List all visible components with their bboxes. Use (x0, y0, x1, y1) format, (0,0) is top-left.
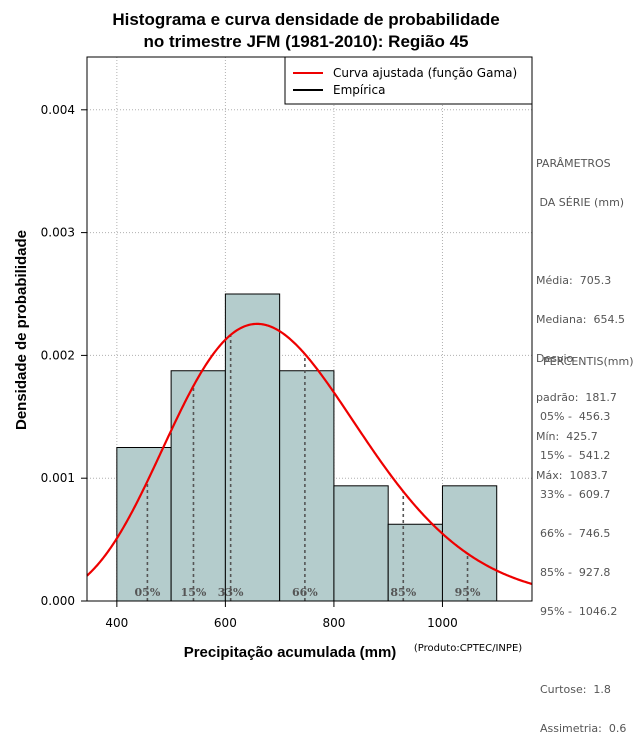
histogram-bar-5 (333, 485, 389, 602)
x-axis-title: Precipitação acumulada (mm) (184, 644, 397, 660)
chart-title-line-2: no trimestre JFM (1981-2010): Região 45 (143, 32, 468, 51)
stat-kurtosis: Curtose: 1.8 (540, 683, 611, 696)
x-tick-label: 400 (105, 616, 128, 630)
histogram-bar-2 (170, 370, 226, 602)
x-tick-label: 1000 (427, 616, 458, 630)
y-tick-label: 0.001 (41, 471, 75, 485)
x-tick-label: 800 (322, 616, 345, 630)
legend-box (284, 56, 533, 105)
percentile-label-33: 33% (218, 586, 244, 599)
stat-mean: Média: 705.3 (536, 274, 612, 287)
percentiles-heading: PERCENTIS(mm) (543, 355, 634, 368)
x-axis-ticks: 400 600 800 1000 (105, 601, 458, 630)
y-tick-label: 0.000 (41, 594, 75, 608)
percentile-33: 33% - 609.7 (540, 488, 611, 501)
histogram-bar-3 (224, 293, 281, 602)
product-credit: (Produto:CPTEC/INPE) (414, 643, 522, 654)
percentile-05: 05% - 456.3 (540, 410, 611, 423)
stat-skewness: Assimetria: 0.6 (540, 722, 627, 735)
percentiles-panel: 05% - 456.3 15% - 541.2 33% - 609.7 66% … (540, 384, 626, 748)
fitted-gamma-curve (86, 322, 533, 586)
stat-max: Máx: 1083.7 (536, 469, 608, 482)
stat-min: Mín: 425.7 (536, 430, 598, 443)
y-tick-label: 0.003 (41, 226, 75, 240)
stat-stddev: padrão: 181.7 (536, 391, 617, 404)
percentile-label-66: 66% (292, 586, 318, 599)
parameters-subheading: DA SÉRIE (mm) (536, 196, 625, 209)
histogram-bar-7 (441, 485, 498, 602)
legend-label-empirical: Empírica (333, 83, 385, 97)
x-tick-label: 600 (214, 616, 237, 630)
legend-label-curve: Curva ajustada (função Gama) (333, 66, 517, 80)
histogram-bars (116, 293, 498, 602)
percentile-85: 85% - 927.8 (540, 566, 611, 579)
percentile-95: 95% - 1046.2 (540, 605, 618, 618)
y-axis-title: Densidade de probabilidade (13, 230, 30, 430)
stat-stddev-label: Desvio (536, 352, 574, 365)
percentile-label-05: 05% (135, 586, 161, 599)
stat-median: Mediana: 654.5 (536, 313, 625, 326)
percentile-66: 66% - 746.5 (540, 527, 611, 540)
histogram-bar-4 (279, 370, 335, 602)
chart-title-line-1: Histograma e curva densidade de probabil… (112, 10, 499, 29)
percentile-label-15: 15% (181, 586, 207, 599)
histogram-chart: Histograma e curva densidade de probabil… (13, 10, 533, 660)
y-tick-label: 0.002 (41, 348, 75, 362)
legend: Curva ajustada (função Gama) Empírica (284, 56, 533, 105)
percentile-markers: 05% 15% 33% 66% 85% 95% (135, 334, 481, 601)
y-tick-label: 0.004 (41, 103, 75, 117)
series-parameters-panel: PARÂMETROS DA SÉRIE (mm) Média: 705.3 Me… (536, 131, 625, 495)
percentile-15: 15% - 541.2 (540, 449, 611, 462)
parameters-heading: PARÂMETROS (536, 157, 611, 170)
y-axis-ticks: 0.000 0.001 0.002 0.003 0.004 (41, 103, 87, 608)
percentile-label-95: 95% (455, 586, 481, 599)
percentile-label-85: 85% (390, 586, 416, 599)
